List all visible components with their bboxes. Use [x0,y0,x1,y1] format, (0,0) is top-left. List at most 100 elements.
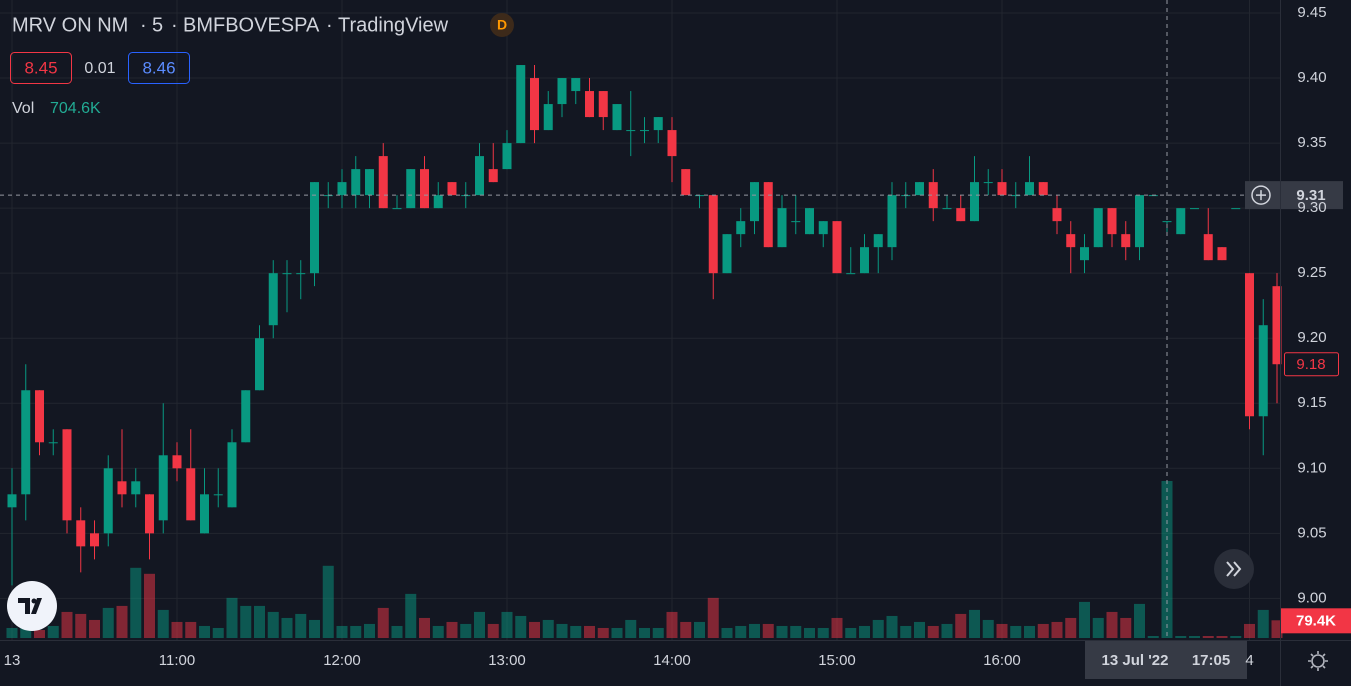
volume-bar [955,613,967,638]
candle-body [763,182,773,248]
volume-bar [6,627,18,638]
volume-bar [611,627,623,638]
volume-bar [212,627,224,638]
separator: · [326,14,333,36]
candle-body [970,182,979,222]
candle-body [681,169,691,196]
candle-body [1190,208,1199,210]
candle-body [227,442,237,508]
x-tick-label: 13 [4,652,21,669]
legend: MRV ON NM · 5 · BMFBOVESPA · TradingView… [10,13,514,117]
candle-body [1272,286,1282,365]
volume-bar [226,597,238,638]
volume-bar [666,611,678,638]
volume-bar [694,621,705,638]
volume-bar [295,613,307,638]
candle-body [406,169,416,209]
candle-body [48,442,58,444]
volume-bar [405,593,417,638]
candles [7,65,1282,586]
y-tick-label: 9.25 [1297,264,1326,281]
candle-body [708,195,718,274]
candle-body [310,182,319,274]
candle-body [420,169,429,209]
x-tick-label: 16:00 [983,652,1021,669]
candle-body [1135,195,1144,248]
candle-body [1107,208,1117,235]
candle-body [598,91,608,118]
volume-label-box [1281,608,1351,634]
volume-bar [240,605,252,638]
candle-body [1038,182,1048,196]
volume-bar [75,613,87,638]
candle-body [1066,234,1076,248]
x-tick-label: 15:00 [818,652,856,669]
candle-body [942,208,952,210]
candle-body [62,429,72,521]
volume-bar [501,611,513,638]
bid-box [10,52,72,84]
candle-body [21,390,31,495]
exchange: BMFBOVESPA [183,14,320,36]
volume-bar [281,617,293,638]
candle-body [818,221,828,235]
candle-body [172,455,182,469]
candle-body [997,182,1007,196]
candle-body [571,78,581,92]
candle-body [557,78,567,105]
candle-body [76,520,86,547]
volume-bar [34,629,45,638]
volume-bar [267,611,279,638]
x-tick-label: 4 [1245,652,1253,669]
y-tick-label: 9.00 [1297,589,1326,606]
candle-body [35,390,44,443]
candle-body [1203,234,1213,261]
candle-body [928,182,938,209]
y-tick-label: 9.05 [1297,524,1326,541]
volume-bar [1106,611,1118,638]
volume-bar [680,621,692,638]
volume-bar [1202,635,1214,638]
volume-bar [364,623,375,638]
volume-bar [927,625,939,638]
settings-icon [1308,651,1328,671]
volume-pane [6,481,1283,638]
x-tick-label: 13:00 [488,652,526,669]
volume-bar [157,609,169,638]
volume-bar [199,625,210,638]
volume-bar [1257,609,1269,638]
candle-body [90,533,99,547]
volume-bar [1175,635,1187,638]
candle-body [1258,325,1268,417]
volume-bar [831,617,843,638]
candle-body [475,156,484,196]
x-tick-label: 17:05 [1192,652,1230,669]
candle-body [378,156,388,209]
candle-body [653,117,663,131]
candle-body [1176,208,1186,235]
x-tick-label: 12:00 [323,652,361,669]
volume-bar [474,611,485,638]
volume-bar [20,625,32,638]
y-tick-label: 9.20 [1297,329,1326,346]
candle-body [502,143,512,170]
settings-button[interactable] [1308,651,1328,671]
candle-body [488,169,498,183]
volume-bar [790,625,802,638]
candle-body [255,338,264,391]
candle-body [585,91,594,118]
volume-bar [116,605,128,638]
volume-bar [432,625,444,638]
candle-body [736,221,746,235]
logo[interactable] [7,581,57,631]
last-price: 9.18 [1296,356,1325,373]
candle-body [530,78,539,131]
candle-body [1245,273,1254,417]
candle-body [337,182,347,196]
volume-bar [1010,625,1022,638]
candle-body [791,221,801,223]
separator: · [171,14,178,36]
candle-body [213,494,223,496]
volume-bar [597,627,609,638]
